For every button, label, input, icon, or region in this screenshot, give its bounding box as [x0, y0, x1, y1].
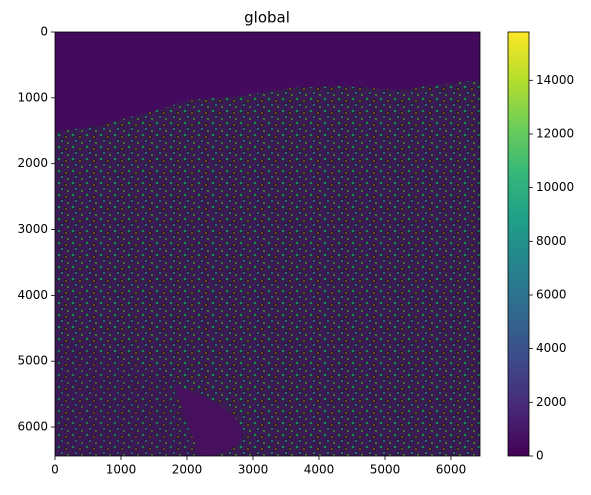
y-tick-label: 6000 — [17, 420, 48, 434]
y-tick-label: 4000 — [17, 288, 48, 302]
chart-title: global — [244, 9, 290, 27]
colorbar — [507, 31, 530, 457]
y-tick-label: 3000 — [17, 222, 48, 236]
x-tick-label: 6000 — [436, 463, 467, 477]
x-tick-label: 5000 — [370, 463, 401, 477]
colorbar-tick-label: 0 — [536, 449, 544, 463]
y-tick-label: 5000 — [17, 354, 48, 368]
tissue-region — [55, 80, 480, 456]
x-tick-label: 1000 — [106, 463, 137, 477]
colorbar-tick-label: 2000 — [536, 395, 567, 409]
x-tick-label: 4000 — [304, 463, 335, 477]
plot-frame — [54, 31, 481, 457]
y-tick-label: 0 — [40, 25, 48, 39]
colorbar-tick-label: 8000 — [536, 234, 567, 248]
tissue-region — [55, 340, 200, 456]
colorbar-tick-label: 14000 — [536, 73, 574, 87]
colorbar-tick-label: 6000 — [536, 287, 567, 301]
x-tick-label: 2000 — [172, 463, 203, 477]
empty-region — [175, 385, 243, 456]
x-tick-label: 3000 — [238, 463, 269, 477]
image — [55, 32, 480, 456]
y-tick-label: 1000 — [17, 90, 48, 104]
colorbar-tick-label: 4000 — [536, 341, 567, 355]
x-tick-label: 0 — [51, 463, 59, 477]
y-tick-label: 2000 — [17, 156, 48, 170]
colorbar-tick-label: 12000 — [536, 126, 574, 140]
colorbar-tick-label: 10000 — [536, 180, 574, 194]
